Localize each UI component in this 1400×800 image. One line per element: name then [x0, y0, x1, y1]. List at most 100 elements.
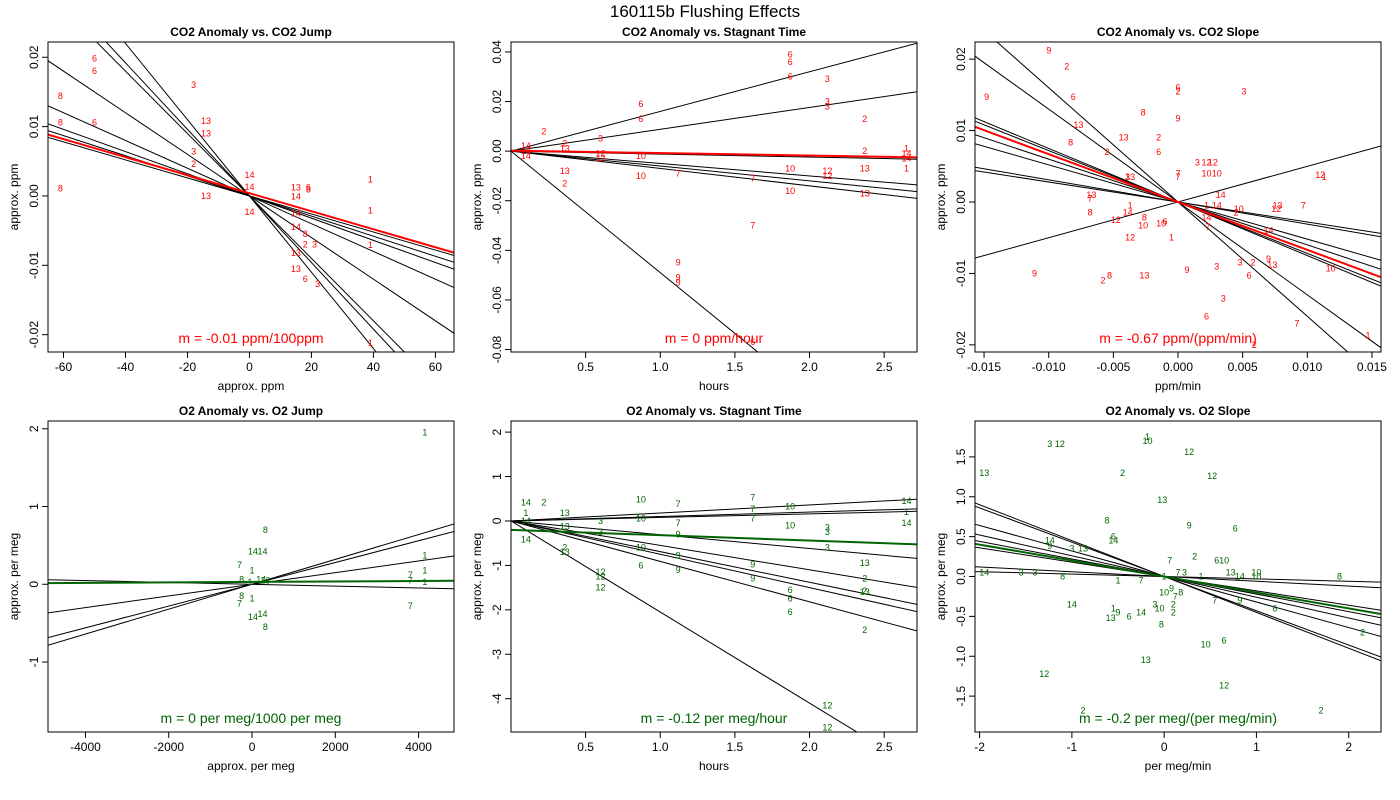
point-label: 10: [785, 502, 795, 512]
point-label: 3: [598, 527, 603, 537]
point-label: 14: [521, 516, 531, 526]
fit-line: [511, 520, 917, 613]
point-label: 1: [368, 240, 373, 250]
point-label: 2: [191, 159, 196, 169]
fit-line: [105, 42, 396, 352]
point-label: 14: [521, 535, 531, 545]
plot-frame: [47, 41, 455, 353]
fit-lines: [975, 502, 1381, 662]
point-label: 1: [422, 565, 427, 575]
point-label: 6: [788, 594, 793, 604]
point-label: 12: [1208, 158, 1218, 168]
fit-line: [511, 520, 917, 559]
fit-line: [975, 505, 1381, 658]
point-label: 6: [1214, 556, 1219, 566]
fit-line: [511, 510, 917, 522]
point-label: 3: [825, 74, 830, 84]
point-label: 13: [201, 129, 211, 139]
point-label: 2: [562, 139, 567, 149]
point-label: 7: [1175, 172, 1180, 182]
point-label: 9: [676, 551, 681, 561]
data-points: 1411414213132133312121210101067799977799…: [521, 492, 912, 732]
x-axis-label: ppm/min: [1155, 379, 1201, 393]
point-label: 7: [1205, 222, 1210, 232]
point-label: 12: [822, 171, 832, 181]
point-label: 3: [312, 240, 317, 250]
point-label: 10: [1143, 436, 1153, 446]
x-tick-label: 0.005: [1228, 360, 1258, 374]
fit-line: [511, 520, 917, 588]
x-tick-label: 2.5: [876, 740, 893, 754]
point-label: 14: [902, 149, 912, 159]
y-tick-label: -2: [490, 604, 504, 615]
point-label: 9: [1185, 265, 1190, 275]
point-label: 14: [1108, 536, 1118, 546]
fit-line: [48, 579, 454, 590]
point-label: 13: [860, 558, 870, 568]
y-tick-label: 1: [27, 503, 41, 510]
y-tick-label: -1: [490, 560, 504, 571]
point-label: 13: [979, 468, 989, 478]
fit-line: [975, 523, 1381, 637]
point-label: 13: [860, 163, 870, 173]
x-tick-label: -0.010: [1032, 360, 1066, 374]
point-label: 6: [1111, 532, 1116, 542]
y-tick-label: 0.02: [954, 47, 968, 71]
point-label: 10: [785, 520, 795, 530]
y-tick-label: 0.01: [954, 119, 968, 143]
point-label: 6: [1071, 92, 1076, 102]
fit-line: [511, 42, 917, 152]
fit-line: [511, 520, 858, 732]
fit-line: [511, 150, 917, 186]
point-label: 12: [1271, 204, 1281, 214]
point-label: 1: [250, 593, 255, 603]
point-label: 6: [92, 54, 97, 64]
point-label: 14: [291, 192, 301, 202]
point-label: 12: [1207, 471, 1217, 481]
point-label: 6: [1204, 311, 1209, 321]
point-label: 1: [1116, 575, 1121, 585]
point-label: 2: [862, 574, 867, 584]
fit-line: [511, 520, 917, 605]
y-axis: -0.02 -0.01 0.00 0.01 0.02 approx. ppm: [934, 47, 975, 359]
point-label: 1: [422, 551, 427, 561]
point-label: 3: [825, 523, 830, 533]
point-label: 13: [1157, 495, 1167, 505]
point-label: 9: [1169, 583, 1174, 593]
point-label: 13: [596, 154, 606, 164]
slope-annotation: m = -0.67 ppm/(ppm/min): [1099, 330, 1257, 346]
fit-lines: [48, 42, 454, 352]
point-label: 1: [1145, 432, 1150, 442]
y-tick-label: 0.00: [954, 190, 968, 214]
point-label: 14: [257, 609, 267, 619]
point-label: 6: [638, 99, 643, 109]
point-label: 14: [291, 208, 301, 218]
point-label: 13: [1267, 260, 1277, 270]
point-label: 14: [244, 182, 254, 192]
x-tick-label: -1: [1067, 740, 1078, 754]
point-label: 14: [521, 141, 531, 151]
point-label: 1: [523, 508, 528, 518]
point-label: 6: [303, 274, 308, 284]
point-label: 12: [1055, 439, 1065, 449]
point-label: 14: [1212, 201, 1222, 211]
y-tick-label: 0.5: [954, 528, 968, 545]
x-tick-label: 0.010: [1292, 360, 1322, 374]
point-label: 8: [239, 591, 244, 601]
point-label: 9: [1047, 541, 1052, 551]
point-label: 14: [521, 497, 531, 507]
point-label: 2: [862, 625, 867, 635]
point-label: 13: [560, 508, 570, 518]
point-label: 8: [1337, 572, 1342, 582]
point-label: 8: [1178, 587, 1183, 597]
point-label: 14: [291, 222, 301, 232]
point-label: 10: [636, 543, 646, 553]
point-label: 1: [250, 565, 255, 575]
point-label: 13: [1106, 613, 1116, 623]
point-label: 8: [1159, 619, 1164, 629]
x-tick-label: 1.5: [727, 360, 744, 374]
y-tick-label: 0: [490, 517, 504, 524]
